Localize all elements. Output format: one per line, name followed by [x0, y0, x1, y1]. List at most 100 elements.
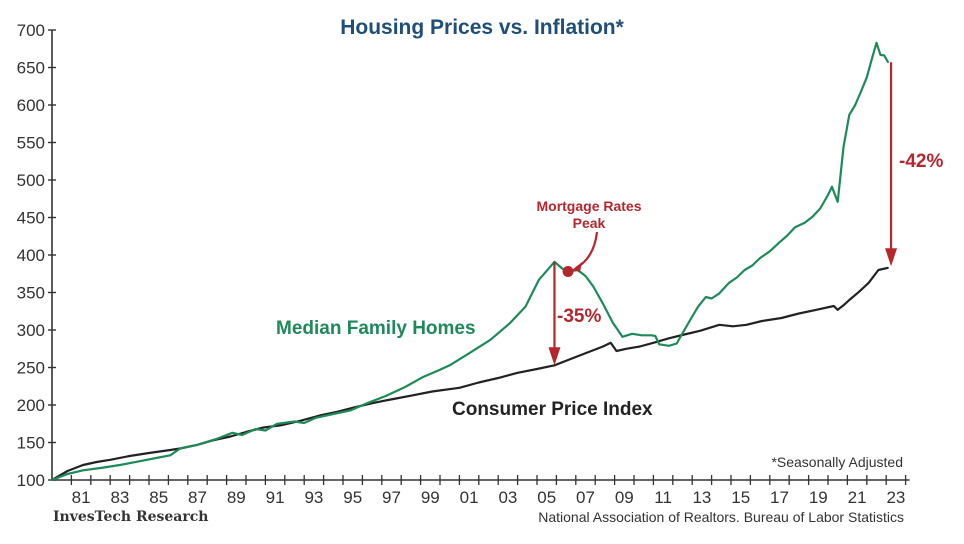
- point-consumer-price-index: [609, 342, 612, 344]
- y-tick-label: 350: [17, 284, 45, 303]
- point-median-family-homes: [718, 292, 721, 295]
- point-consumer-price-index: [478, 381, 480, 384]
- point-median-family-homes: [509, 322, 511, 325]
- footnote-seasonally-adjusted: *Seasonally Adjusted: [771, 454, 903, 470]
- point-median-family-homes: [332, 413, 335, 415]
- point-median-family-homes: [538, 279, 540, 281]
- x-tick-label: 17: [770, 488, 789, 507]
- point-median-family-homes: [883, 54, 886, 57]
- point-median-family-homes: [592, 285, 595, 288]
- point-median-family-homes: [854, 104, 856, 106]
- x-tick-label: 95: [343, 488, 362, 507]
- point-median-family-homes: [303, 422, 306, 424]
- point-median-family-homes: [759, 257, 761, 259]
- point-median-family-homes: [842, 146, 845, 148]
- x-tick-label: 81: [72, 488, 91, 507]
- point-median-family-homes: [827, 194, 829, 196]
- drop-2022-arrowhead: [885, 248, 898, 267]
- drop-2006-arrowhead: [548, 347, 561, 366]
- point-consumer-price-index: [262, 426, 265, 429]
- point-consumer-price-index: [718, 324, 721, 326]
- y-tick-label: 500: [17, 171, 45, 190]
- point-consumer-price-index: [887, 267, 889, 269]
- point-median-family-homes: [293, 420, 296, 423]
- point-median-family-homes: [196, 444, 199, 446]
- annotation-peak: Peak: [573, 215, 606, 231]
- point-consumer-price-index: [95, 461, 98, 463]
- point-consumer-price-index: [497, 377, 500, 379]
- point-consumer-price-index: [780, 317, 783, 319]
- drop-2006-label: -35%: [557, 306, 601, 327]
- point-consumer-price-index: [699, 330, 701, 332]
- point-consumer-price-index: [66, 470, 69, 472]
- x-tick-label: 09: [615, 488, 634, 507]
- point-median-family-homes: [421, 376, 424, 379]
- series-layer: [51, 41, 890, 482]
- point-median-family-homes: [315, 417, 317, 419]
- mortgage-peak-dot: [562, 266, 574, 277]
- x-tick-label: 83: [110, 488, 129, 507]
- label-median-family-homes: Median Family Homes: [276, 318, 476, 339]
- point-median-family-homes: [448, 364, 451, 367]
- point-consumer-price-index: [652, 342, 655, 344]
- point-consumer-price-index: [877, 269, 880, 271]
- point-consumer-price-index: [732, 325, 734, 328]
- annotations: Mortgage Rates Peak -35% -42%: [536, 62, 943, 366]
- point-median-family-homes: [751, 264, 754, 267]
- point-median-family-homes: [875, 42, 878, 44]
- mortgage-peak-pointer-arrow: [575, 231, 599, 269]
- point-consumer-price-index: [848, 299, 851, 301]
- y-tick-label: 650: [17, 59, 45, 78]
- point-median-family-homes: [602, 303, 604, 305]
- point-median-family-homes: [683, 329, 686, 331]
- point-median-family-homes: [489, 339, 492, 341]
- point-median-family-homes: [819, 207, 821, 210]
- point-median-family-homes: [561, 267, 563, 270]
- point-median-family-homes: [216, 438, 218, 440]
- point-median-family-homes: [264, 429, 267, 432]
- point-median-family-homes: [848, 114, 851, 116]
- point-median-family-homes: [710, 297, 713, 300]
- chart-title: Housing Prices vs. Inflation*: [340, 16, 624, 39]
- y-tick-label: 150: [17, 434, 45, 453]
- point-median-family-homes: [169, 454, 172, 457]
- point-consumer-price-index: [536, 368, 538, 370]
- x-tick-label: 05: [537, 488, 556, 507]
- point-consumer-price-index: [683, 333, 686, 336]
- y-tick-label: 550: [17, 134, 45, 153]
- point-median-family-homes: [641, 334, 643, 337]
- point-median-family-homes: [584, 275, 587, 277]
- x-axis: 81 83 85 87 89 91 93 95 97 99 01 03 05 07 09 11 13 15 17 19…: [52, 475, 910, 507]
- y-axis: 100 150 200 250 300 350 400 450 500 550 600 650 700: [17, 21, 56, 490]
- point-median-family-homes: [866, 76, 868, 79]
- point-consumer-price-index: [169, 449, 172, 451]
- point-median-family-homes: [66, 473, 69, 475]
- x-tick-label: 07: [576, 488, 595, 507]
- point-consumer-price-index: [745, 324, 748, 326]
- x-tick-label: 97: [382, 488, 401, 507]
- point-median-family-homes: [654, 335, 657, 337]
- point-median-family-homes: [439, 369, 441, 371]
- point-median-family-homes: [276, 423, 278, 425]
- point-consumer-price-index: [280, 424, 282, 427]
- source-note: National Association of Realtors. Bureau…: [538, 509, 904, 525]
- point-consumer-price-index: [458, 387, 461, 389]
- point-median-family-homes: [138, 460, 141, 463]
- point-median-family-homes: [51, 479, 53, 481]
- point-consumer-price-index: [842, 304, 845, 307]
- y-tick-label: 400: [17, 246, 45, 265]
- point-consumer-price-index: [668, 337, 670, 340]
- annotation-mortgage-rates: Mortgage Rates: [536, 198, 641, 214]
- point-consumer-price-index: [858, 291, 860, 293]
- point-median-family-homes: [836, 201, 839, 203]
- point-median-family-homes: [786, 234, 789, 237]
- y-tick-label: 300: [17, 321, 45, 340]
- point-consumer-price-index: [553, 364, 556, 367]
- point-median-family-homes: [675, 342, 678, 345]
- x-tick-label: 99: [421, 488, 440, 507]
- point-median-family-homes: [691, 315, 693, 318]
- point-median-family-homes: [404, 386, 406, 388]
- y-tick-label: 700: [17, 21, 45, 40]
- point-median-family-homes: [736, 276, 738, 279]
- x-tick-label: 15: [731, 488, 750, 507]
